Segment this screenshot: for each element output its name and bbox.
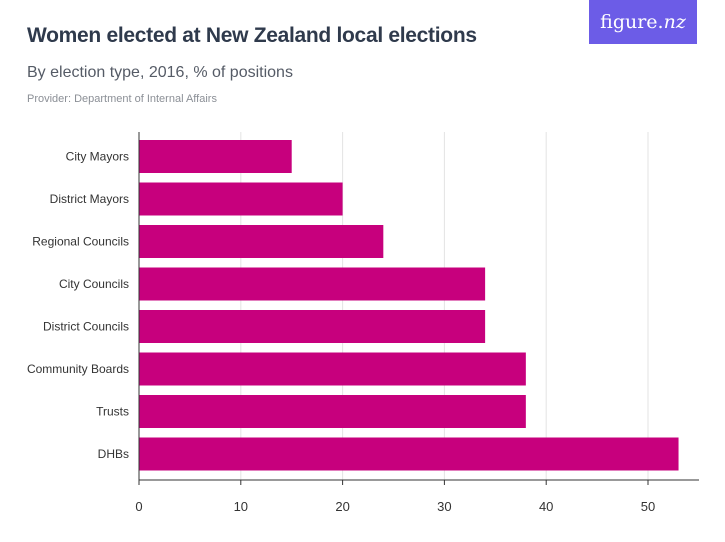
category-label-0: City Mayors — [66, 150, 129, 164]
bar-2 — [139, 225, 384, 258]
category-label-4: District Councils — [43, 320, 129, 334]
x-tick-label-1: 10 — [234, 499, 248, 514]
category-label-5: Community Boards — [27, 362, 129, 376]
bar-7 — [139, 437, 679, 471]
x-tick-label-5: 50 — [641, 499, 655, 514]
x-tick-label-2: 20 — [335, 499, 349, 514]
bar-0 — [139, 140, 292, 173]
x-tick-label-3: 30 — [437, 499, 451, 514]
bar-1 — [139, 182, 343, 216]
chart-title: Women elected at New Zealand local elect… — [27, 24, 477, 47]
category-label-2: Regional Councils — [32, 235, 129, 249]
bar-3 — [139, 267, 486, 301]
x-tick-label-0: 0 — [135, 499, 142, 514]
bar-5 — [139, 352, 526, 386]
category-label-1: District Mayors — [50, 192, 129, 206]
figure-nz-logo[interactable]: figure. nz — [589, 0, 697, 44]
category-label-3: City Councils — [59, 277, 129, 291]
logo-text: figure. — [600, 11, 664, 33]
data-provider: Provider: Department of Internal Affairs — [27, 93, 217, 105]
bar-6 — [139, 395, 526, 428]
x-tick-label-4: 40 — [539, 499, 553, 514]
chart-subtitle: By election type, 2016, % of positions — [27, 64, 293, 81]
category-label-7: DHBs — [98, 447, 129, 461]
bar-4 — [139, 310, 486, 343]
logo-suffix: nz — [663, 11, 686, 33]
category-label-6: Trusts — [96, 405, 129, 419]
